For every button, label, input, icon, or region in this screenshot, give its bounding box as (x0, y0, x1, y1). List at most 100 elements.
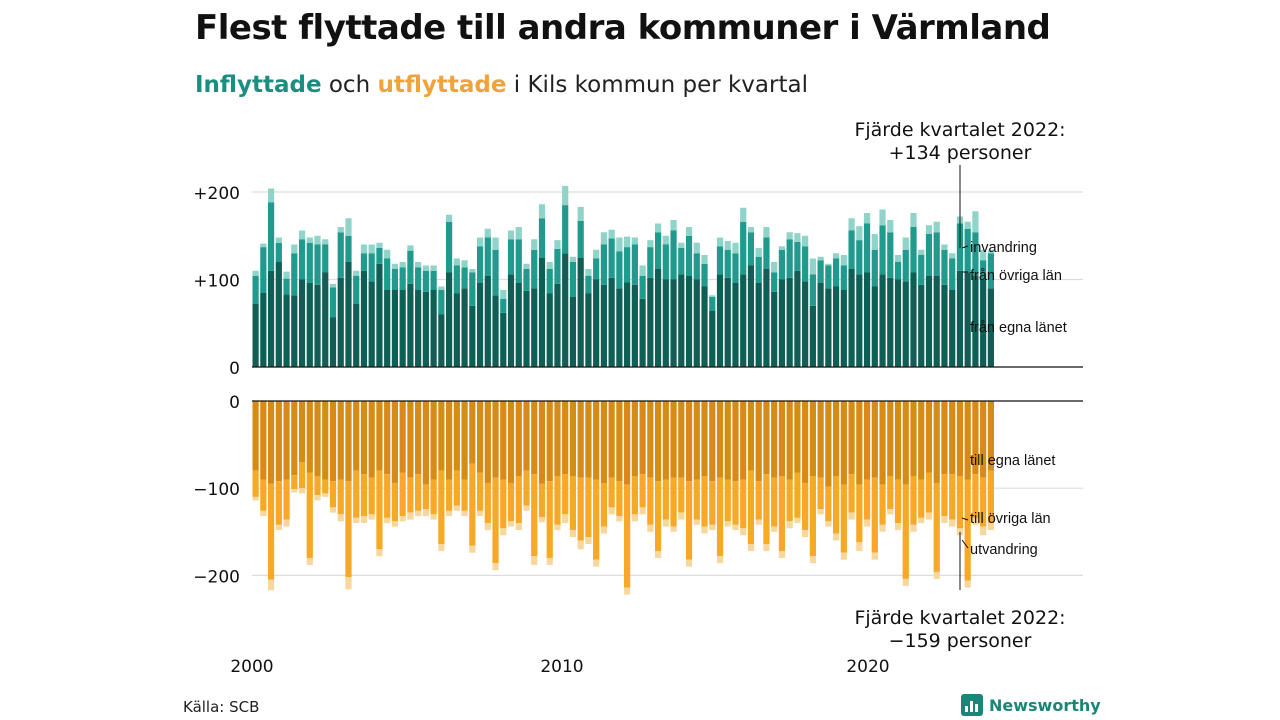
inflyttade-bar-från-övriga-län (314, 244, 321, 285)
utflyttade-bar-till-övriga-län (949, 474, 956, 520)
utflyttade-bar-till-övriga-län (337, 479, 344, 515)
inflyttade-bar-invandring (879, 209, 886, 226)
inflyttade-bar-invandring (337, 227, 344, 233)
utflyttade-bar-utvandring (523, 505, 530, 511)
inflyttade-bar-från-egna-länet (484, 276, 491, 367)
inflyttade-bar-från-övriga-län (747, 232, 755, 266)
utflyttade-bar-till-egna-länet (329, 401, 337, 482)
inflyttade-bar-från-övriga-län (840, 265, 847, 290)
utflyttade-bar-utvandring (507, 521, 515, 527)
inflyttade-bar-från-övriga-län (306, 242, 313, 283)
inflyttade-bar-från-övriga-län (438, 290, 445, 315)
utflyttade-bar-till-egna-länet (848, 401, 855, 475)
inflyttade-bar-invandring (399, 262, 406, 268)
utflyttade-bar-till-egna-länet (461, 401, 468, 480)
inflyttade-bar-invandring (298, 230, 306, 240)
utflyttade-bar-utvandring (577, 540, 584, 550)
utflyttade-bar-till-övriga-län (476, 472, 484, 511)
inflyttade-bar-från-övriga-län (918, 255, 925, 285)
inflyttade-bar-invandring (593, 249, 600, 259)
utflyttade-bar-utvandring (492, 563, 499, 571)
utflyttade-bar-till-egna-länet (538, 401, 546, 484)
inflyttade-bar-invandring (894, 255, 902, 262)
utflyttade-bar-till-övriga-län (569, 475, 577, 531)
utflyttade-bar-utvandring (438, 544, 445, 551)
utflyttade-bar-utvandring (956, 528, 964, 536)
utflyttade-bar-utvandring (384, 517, 391, 524)
utflyttade-bar-utvandring (422, 509, 429, 517)
utflyttade-bar-utvandring (755, 519, 762, 525)
inflyttade-bar-invandring (639, 265, 646, 276)
utflyttade-bar-till-övriga-län (453, 470, 460, 506)
inflyttade-bar-från-egna-länet (987, 288, 994, 367)
inflyttade-bar-från-egna-länet (809, 305, 816, 367)
inflyttade-bar-från-egna-länet (461, 288, 468, 367)
inflyttade-bar-från-egna-länet (252, 304, 259, 367)
utflyttade-bar-utvandring (980, 526, 987, 536)
inflyttade-bar-från-övriga-län (755, 256, 762, 283)
inflyttade-bar-från-övriga-län (879, 225, 886, 275)
inflyttade-bar-från-övriga-län (856, 240, 863, 275)
inflyttade-bar-från-egna-länet (577, 257, 584, 368)
inflyttade-bar-från-egna-länet (647, 277, 654, 367)
utflyttade-bar-till-egna-länet (662, 401, 669, 480)
inflyttade-bar-invandring (376, 242, 383, 248)
utflyttade-bar-utvandring (949, 519, 956, 527)
utflyttade-bar-till-egna-länet (670, 401, 677, 478)
inflyttade-bar-från-övriga-län (322, 244, 329, 273)
inflyttade-bar-från-egna-länet (329, 317, 337, 368)
inflyttade-bar-från-övriga-län (569, 262, 577, 297)
utflyttade-bar-till-övriga-län (802, 482, 809, 531)
utflyttade-bar-till-egna-länet (306, 401, 313, 473)
label-layer: +200 +100 0 0 −100 −200 2000 2010 2020 invandring… (193, 119, 1066, 677)
inflyttade-bar-från-egna-länet (538, 257, 546, 368)
inflyttade-bar-från-övriga-län (593, 258, 600, 280)
inflyttade-bar-från-övriga-län (415, 267, 422, 290)
inflyttade-bar-från-egna-länet (322, 272, 329, 367)
inflyttade-bar-från-egna-länet (894, 279, 902, 367)
inflyttade-bar-från-egna-länet (918, 284, 925, 367)
subtitle-rest: i Kils kommun per kvartal (506, 72, 808, 98)
utflyttade-bar-utvandring (500, 528, 507, 536)
inflyttade-bar-från-egna-länet (438, 314, 445, 367)
utflyttade-bar-till-övriga-län (732, 481, 739, 525)
utflyttade-bar-till-övriga-län (608, 477, 615, 508)
inflyttade-bar-från-egna-länet (833, 286, 840, 367)
utflyttade-bar-utvandring (345, 577, 352, 590)
utflyttade-bar-till-övriga-län (809, 475, 816, 557)
utflyttade-bar-till-egna-länet (755, 401, 762, 482)
utflyttade-bar-till-egna-länet (778, 401, 786, 476)
utflyttade-bar-utvandring (670, 526, 677, 532)
utflyttade-bar-till-övriga-län (980, 477, 987, 527)
newsworthy-logo[interactable]: Newsworthy (961, 694, 1101, 716)
utflyttade-bar-till-övriga-län (329, 481, 337, 508)
utflyttade-bar-utvandring (894, 523, 902, 531)
utflyttade-bar-till-övriga-län (384, 474, 391, 518)
utflyttade-bar-till-egna-länet (856, 401, 863, 485)
inflyttade-bar-från-övriga-län (267, 202, 275, 271)
inflyttade-bar-från-övriga-län (925, 234, 933, 276)
utflyttade-bar-utvandring (701, 526, 708, 534)
inflyttade-bar-från-egna-länet (500, 312, 507, 367)
inflyttade-bar-invandring (507, 230, 515, 240)
inflyttade-bar-invandring (492, 237, 499, 250)
utflyttade-bar-utvandring (802, 530, 809, 538)
inflyttade-bar-invandring (647, 240, 654, 248)
utflyttade-bar-till-övriga-län (918, 479, 925, 518)
utflyttade-bar-till-övriga-län (624, 484, 631, 588)
utflyttade-bar-till-övriga-län (507, 482, 515, 522)
utflyttade-bar-till-egna-länet (446, 401, 453, 480)
utflyttade-bar-utvandring (515, 523, 522, 531)
utflyttade-bar-utvandring (771, 526, 778, 532)
inflyttade-bar-från-övriga-län (724, 249, 731, 278)
inflyttade-bar-invandring (430, 265, 437, 271)
utflyttade-bar-utvandring (322, 493, 329, 497)
inflyttade-bar-från-övriga-län (283, 278, 290, 295)
inflyttade-bar-från-egna-länet (306, 283, 313, 367)
inflyttade-bar-från-övriga-län (515, 239, 522, 283)
inflyttade-bar-invandring (616, 237, 623, 252)
utflyttade-bar-utvandring (825, 521, 832, 527)
subtitle-och: och (321, 72, 378, 98)
label-connector (961, 517, 969, 521)
utflyttade-bar-till-egna-länet (600, 401, 607, 483)
